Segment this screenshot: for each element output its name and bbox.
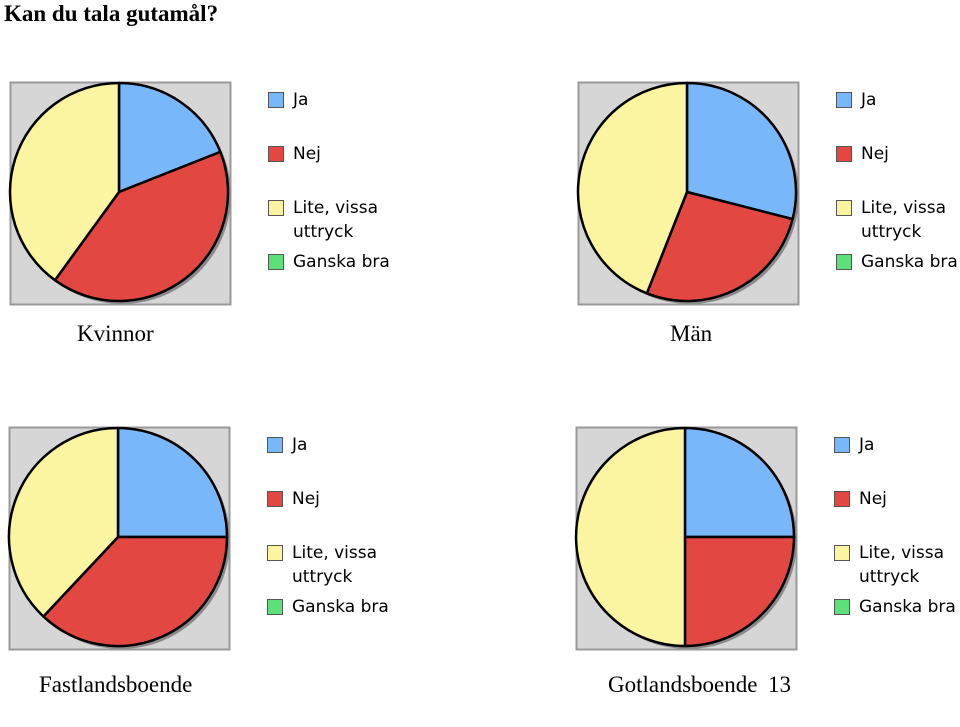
chart-panel-man: Ja Nej Lite, vissa uttryck Ganska bra [576,81,960,382]
legend-label: Ja [859,435,875,455]
chart-caption-gotlandsboende: Gotlandsboende [608,672,758,697]
pie-slice-nej [53,150,230,303]
legend-swatch [836,254,852,270]
pie-slice-lite-vissa-uttryck [7,426,120,618]
legend-item-lite-vissa-uttryck: Lite, vissa uttryck [834,541,960,589]
legend-item-nej: Nej [268,142,408,166]
legend-item-ganska-bra: Ganska bra [268,250,408,274]
pie-slice-ja [117,81,222,194]
pie-chart [7,426,231,651]
pie-slice-lite-vissa-uttryck [576,81,689,295]
pie-slice-lite-vissa-uttryck [8,81,121,282]
legend-swatch [834,599,850,615]
legend-swatch [268,92,284,108]
legend-item-ja: Ja [834,433,960,457]
pie-slice-nej [683,535,796,648]
chart-caption-fastlandsboende: Fastlandsboende [39,672,193,697]
pie-slice-nej [42,535,229,648]
legend-swatch [836,200,852,216]
legend-swatch [834,491,850,507]
legend-item-nej: Nej [267,487,407,511]
legend-item-ganska-bra: Ganska bra [834,595,960,619]
legend-label: Ganska bra [861,252,958,272]
legend-label: Nej [293,144,321,164]
legend-swatch [267,545,283,561]
legend-item-ja: Ja [268,88,408,112]
chart-panel-fastlandsboende: Ja Nej Lite, vissa uttryck Ganska bra [7,426,409,727]
legend-label: Nej [859,489,887,509]
legend-label: Ja [292,435,308,455]
pie-slice-ja [116,426,229,539]
chart-panel-kvinnor: Ja Nej Lite, vissa uttryck Ganska bra [8,81,410,382]
legend-item-ja: Ja [836,88,960,112]
legend-swatch [836,146,852,162]
legend-item-nej: Nej [836,142,960,166]
legend-item-ja: Ja [267,433,407,457]
legend-label: Nej [292,489,320,509]
legend-label: Ganska bra [292,597,389,617]
page-number: 13 [768,672,791,697]
pie-slice-nej [645,190,794,303]
legend-label: Ganska bra [293,252,390,272]
pie-slice-ja [685,81,798,221]
legend-label: Ja [861,90,877,110]
legend-label: Nej [861,144,889,164]
legend-label: Ganska bra [859,597,956,617]
pie-slice-lite-vissa-uttryck [574,426,687,648]
chart-panel-gotlandsboende: Ja Nej Lite, vissa uttryck Ganska bra [574,426,960,727]
pie-chart [576,81,800,306]
legend-swatch [267,491,283,507]
legend-item-lite-vissa-uttryck: Lite, vissa uttryck [268,196,408,244]
legend-swatch [268,146,284,162]
legend-label: Ja [293,90,309,110]
page-title: Kan du tala gutamål? [4,1,219,26]
legend-label: Lite, vissa uttryck [861,198,947,242]
legend-swatch [267,599,283,615]
chart-caption-man: Män [670,321,713,346]
legend-label: Lite, vissa uttryck [292,543,378,587]
pie-slice-ja [683,426,796,539]
legend-item-nej: Nej [834,487,960,511]
pie-chart [8,81,232,306]
legend-swatch [834,545,850,561]
legend-label: Lite, vissa uttryck [859,543,945,587]
legend-swatch [834,437,850,453]
legend-swatch [268,254,284,270]
chart-caption-kvinnor: Kvinnor [77,321,154,346]
pie-chart [574,426,798,651]
legend-item-lite-vissa-uttryck: Lite, vissa uttryck [267,541,407,589]
legend-swatch [268,200,284,216]
legend-swatch [267,437,283,453]
legend-swatch [836,92,852,108]
legend-label: Lite, vissa uttryck [293,198,379,242]
legend-item-ganska-bra: Ganska bra [267,595,407,619]
legend-item-ganska-bra: Ganska bra [836,250,960,274]
legend-item-lite-vissa-uttryck: Lite, vissa uttryck [836,196,960,244]
